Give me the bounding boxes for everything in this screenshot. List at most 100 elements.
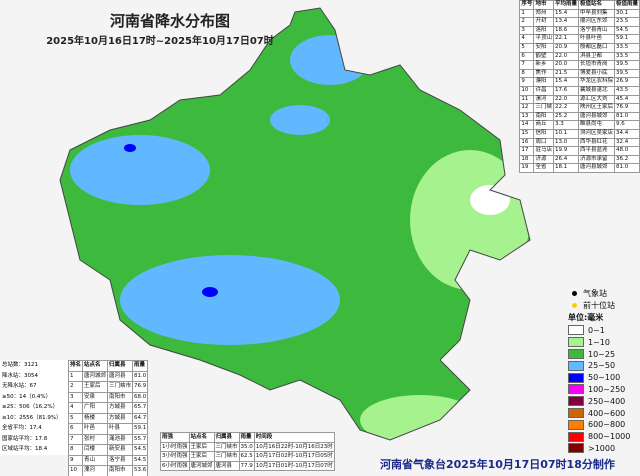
cell: 5	[519, 42, 535, 53]
header-row: 排名 站点名 归属县 雨量	[67, 360, 149, 372]
row: 6 鹤壁 22.0 淇县卫都 33.5	[519, 51, 640, 62]
cell: 闫楼	[82, 444, 109, 456]
cell: 周口	[533, 137, 554, 148]
cell: 54.5	[132, 444, 149, 456]
cell: 1	[67, 370, 84, 382]
cell: 王家后	[188, 451, 215, 462]
cell: 叶县叶邑	[577, 34, 615, 44]
cell: 17.6	[552, 85, 579, 96]
legend: 气象站 前十位站 单位:毫米 0~1 1~10 10~25 25~50 50~100 100~2…	[568, 288, 640, 454]
legend-label: 10~25	[588, 349, 616, 359]
row: 11 漯河 22.0 源汇区大刘 45.4	[519, 94, 640, 105]
cell: 18	[519, 154, 535, 165]
row: 2 王家后 三门峡市 76.9	[67, 381, 149, 393]
cell: 许昌	[533, 85, 554, 96]
cell: 59.1	[613, 34, 640, 44]
row: 15 信阳 10.1 浉河区吴家店 34.4	[519, 128, 640, 139]
cell: 39.5	[613, 60, 640, 70]
legend-label: 1~10	[588, 337, 610, 347]
cell: 6	[519, 51, 535, 62]
cell: 郑州	[533, 8, 554, 19]
row: 4 广阳 方城县 65.7	[67, 402, 149, 414]
cell: 长垣市青岗	[577, 60, 615, 70]
cell: 19	[519, 163, 535, 173]
footer: 河南省气象台2025年10月17日07时18分制作	[380, 458, 615, 471]
cell: 18.1	[552, 163, 579, 173]
header-cell: 站点名	[188, 432, 215, 443]
cell: 13.0	[552, 137, 579, 148]
cell: 48.0	[613, 146, 640, 156]
cell: 54.5	[613, 25, 640, 36]
row: 10 溧河 南阳市 53.6	[67, 465, 149, 476]
cell: 62.5	[238, 451, 255, 462]
header-cell: 雨强	[160, 432, 190, 443]
cell: 4	[519, 34, 535, 44]
cell: 王家后	[188, 441, 215, 452]
row: 6小时雨强 唐河城郊 唐河县 77.9 10月17日01时-10月17日07时	[160, 460, 335, 471]
cell: 三门峡	[533, 103, 554, 113]
legend-swatch	[568, 419, 584, 430]
cell: 安泉	[82, 391, 109, 403]
station-label: 气象站	[583, 289, 607, 299]
row: 16 周口 13.0 西华县红花 32.4	[519, 137, 640, 148]
cell: 3	[519, 25, 535, 36]
header-row: 雨强 站点名 归属县 雨量 时间段	[160, 432, 335, 443]
legend-station: 气象站	[568, 288, 640, 300]
row: 17 驻马店 19.9 西平县盆尧 48.0	[519, 146, 640, 156]
legend-swatch	[568, 408, 584, 419]
legend-swatch	[568, 396, 584, 407]
cell: 三门峡市	[213, 441, 240, 452]
row: 1小时雨强 王家后 三门峡市 35.0 10月16日22时-10月16日23时	[160, 441, 335, 452]
stat-line: 无降水站：67	[2, 383, 37, 389]
cell: 34.4	[613, 128, 640, 139]
header-cell: 站点名	[82, 360, 109, 372]
legend-swatch	[568, 384, 584, 395]
cell: 13	[519, 111, 535, 122]
cell: 殷都区磊口	[577, 42, 615, 53]
cell: 王家后	[82, 381, 109, 393]
cell: 唐河城郊	[188, 460, 215, 471]
cell: 15.4	[552, 8, 579, 19]
cell: 68.0	[132, 391, 149, 403]
legend-label: 50~100	[588, 373, 621, 383]
cell: 济源市承留	[577, 154, 615, 165]
cell: 西平县盆尧	[577, 146, 615, 156]
stat-line: ≥50：14（0.4%）	[2, 393, 52, 400]
cell: 浉河区吴家店	[577, 128, 615, 139]
legend-item: 800~1000	[568, 431, 640, 443]
cell: 76.9	[132, 381, 149, 393]
header-cell: 雨量	[238, 432, 255, 443]
cell: 唐河县	[213, 460, 240, 471]
legend-label: 25~50	[588, 361, 616, 371]
row: 10 许昌 17.6 襄城县湛北 43.5	[519, 85, 640, 96]
cell: 青山	[82, 454, 109, 466]
cell: 7	[67, 433, 84, 445]
cell: 36.2	[613, 154, 640, 165]
cell: 21.5	[552, 68, 579, 79]
stats: 总站数：3121 降水站：3054 无降水站：67 ≥50：14（0.4%） ≥25：5…	[0, 360, 68, 455]
header-cell: 时间段	[253, 432, 335, 443]
legend-swatch	[568, 360, 584, 371]
row: 8 闫楼 新安县 54.5	[67, 444, 149, 456]
cell: 22.1	[552, 34, 579, 44]
cell: 中牟县刘集	[577, 8, 615, 19]
cell: 20.9	[552, 42, 579, 53]
legend-item: 600~800	[568, 419, 640, 431]
cell: 30.1	[613, 8, 640, 19]
cell: 华龙区农科院	[577, 77, 615, 87]
cell: 14	[519, 120, 535, 130]
cell: 广阳	[82, 402, 109, 414]
row: 3小时雨强 王家后 三门峡市 62.5 10月17日02时-10月17日05时	[160, 451, 335, 462]
row: 18 济源 26.4 济源市承留 36.2	[519, 154, 640, 165]
legend-item: 250~400	[568, 395, 640, 407]
header-row: 序号 地市 平均雨量 极值站名 极值雨量	[519, 0, 640, 10]
cell: 13.4	[552, 17, 579, 27]
row: 9 青山 洛宁县 54.5	[67, 454, 149, 466]
header-cell: 平均雨量	[552, 0, 579, 10]
cell: 77.9	[238, 460, 255, 471]
stat-line: ≥25：506（16.2%）	[2, 404, 59, 410]
cell: 4	[67, 402, 84, 414]
cell: 6小时雨强	[160, 460, 190, 471]
legend-label: 100~250	[588, 384, 626, 394]
stat-line: 总站数：3121	[2, 362, 38, 368]
